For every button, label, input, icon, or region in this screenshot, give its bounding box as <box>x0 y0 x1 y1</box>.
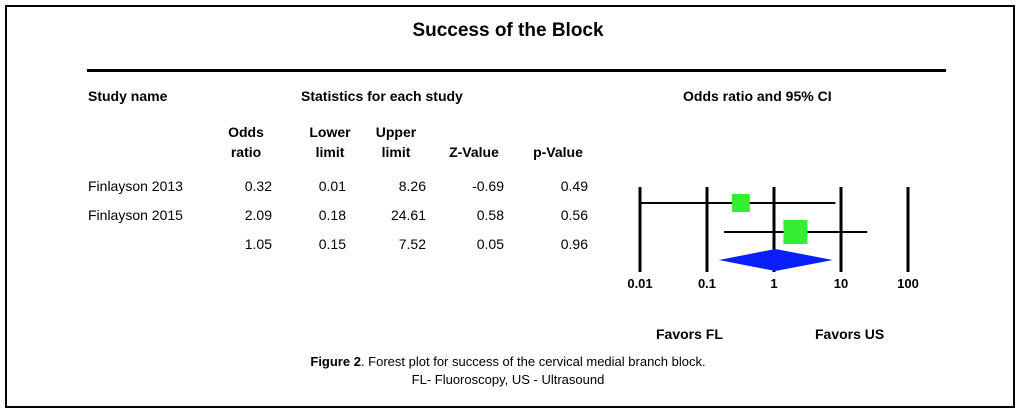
forest-plot: 0.01 0.1 1 10 100 <box>627 187 919 291</box>
column-header-line <box>518 122 598 142</box>
p-value-cell: 0.49 <box>560 178 588 194</box>
upper-limit-cell: 8.26 <box>398 178 426 194</box>
column-header-line <box>434 122 514 142</box>
summary-diamond <box>718 249 833 271</box>
axis-tick-label: 1 <box>770 276 777 291</box>
favors-right-label: Favors US <box>815 326 885 342</box>
study-point-marker <box>731 194 750 212</box>
odds-ratio-cell: 1.05 <box>244 236 272 252</box>
column-header-line: ratio <box>230 144 262 160</box>
z-value-cell: -0.69 <box>472 178 504 194</box>
odds-ratio-cell: 0.32 <box>244 178 272 194</box>
upper-limit-cell: 24.61 <box>390 207 426 223</box>
figure-frame <box>5 5 1015 408</box>
column-header-line: limit <box>381 144 411 160</box>
odds-ratio-cell: 2.09 <box>244 207 272 223</box>
column-header-line: p-Value <box>533 144 583 160</box>
lower-limit-cell: 0.18 <box>318 207 346 223</box>
caption-text: . Forest plot for success of the cervica… <box>360 354 706 369</box>
p-value-cell: 0.56 <box>560 207 588 223</box>
study-name-header: Study name <box>88 88 168 104</box>
lower-limit-cell: 0.15 <box>318 236 346 252</box>
column-header-lower-limit: Lower limit <box>300 122 360 162</box>
figure-title: Success of the Block <box>412 20 604 41</box>
column-header-odds-ratio: Odds ratio <box>216 122 276 162</box>
column-header-line: Z-Value <box>449 144 499 160</box>
upper-limit-cell: 7.52 <box>398 236 426 252</box>
study-name-cell: Finlayson 2015 <box>88 207 183 223</box>
column-header-line: Lower <box>309 124 351 140</box>
axis-tick-label: 0.1 <box>698 276 716 291</box>
statistics-header: Statistics for each study <box>301 88 463 104</box>
study-point-marker <box>783 220 808 244</box>
figure-caption-abbreviations: FL- Fluoroscopy, US - Ultrasound <box>411 372 605 387</box>
column-header-line: limit <box>315 144 345 160</box>
plot-header: Odds ratio and 95% CI <box>683 88 832 104</box>
favors-left-label: Favors FL <box>656 326 723 342</box>
column-header-p-value: p-Value <box>518 122 598 162</box>
p-value-cell: 0.96 <box>560 236 588 252</box>
column-header-upper-limit: Upper limit <box>366 122 426 162</box>
axis-tick-label: 10 <box>834 276 848 291</box>
lower-limit-cell: 0.01 <box>318 178 346 194</box>
study-name-cell: Finlayson 2013 <box>88 178 183 194</box>
column-header-line: Upper <box>375 124 417 140</box>
caption-label: Figure 2 <box>310 354 361 369</box>
figure-caption: Figure 2. Forest plot for success of the… <box>0 354 1016 369</box>
axis-tick-label: 100 <box>897 276 919 291</box>
z-value-cell: 0.58 <box>476 207 504 223</box>
header-rule <box>87 69 946 72</box>
column-header-z-value: Z-Value <box>434 122 514 162</box>
z-value-cell: 0.05 <box>476 236 504 252</box>
axis-tick-label: 0.01 <box>627 276 652 291</box>
column-header-line: Odds <box>228 124 264 140</box>
